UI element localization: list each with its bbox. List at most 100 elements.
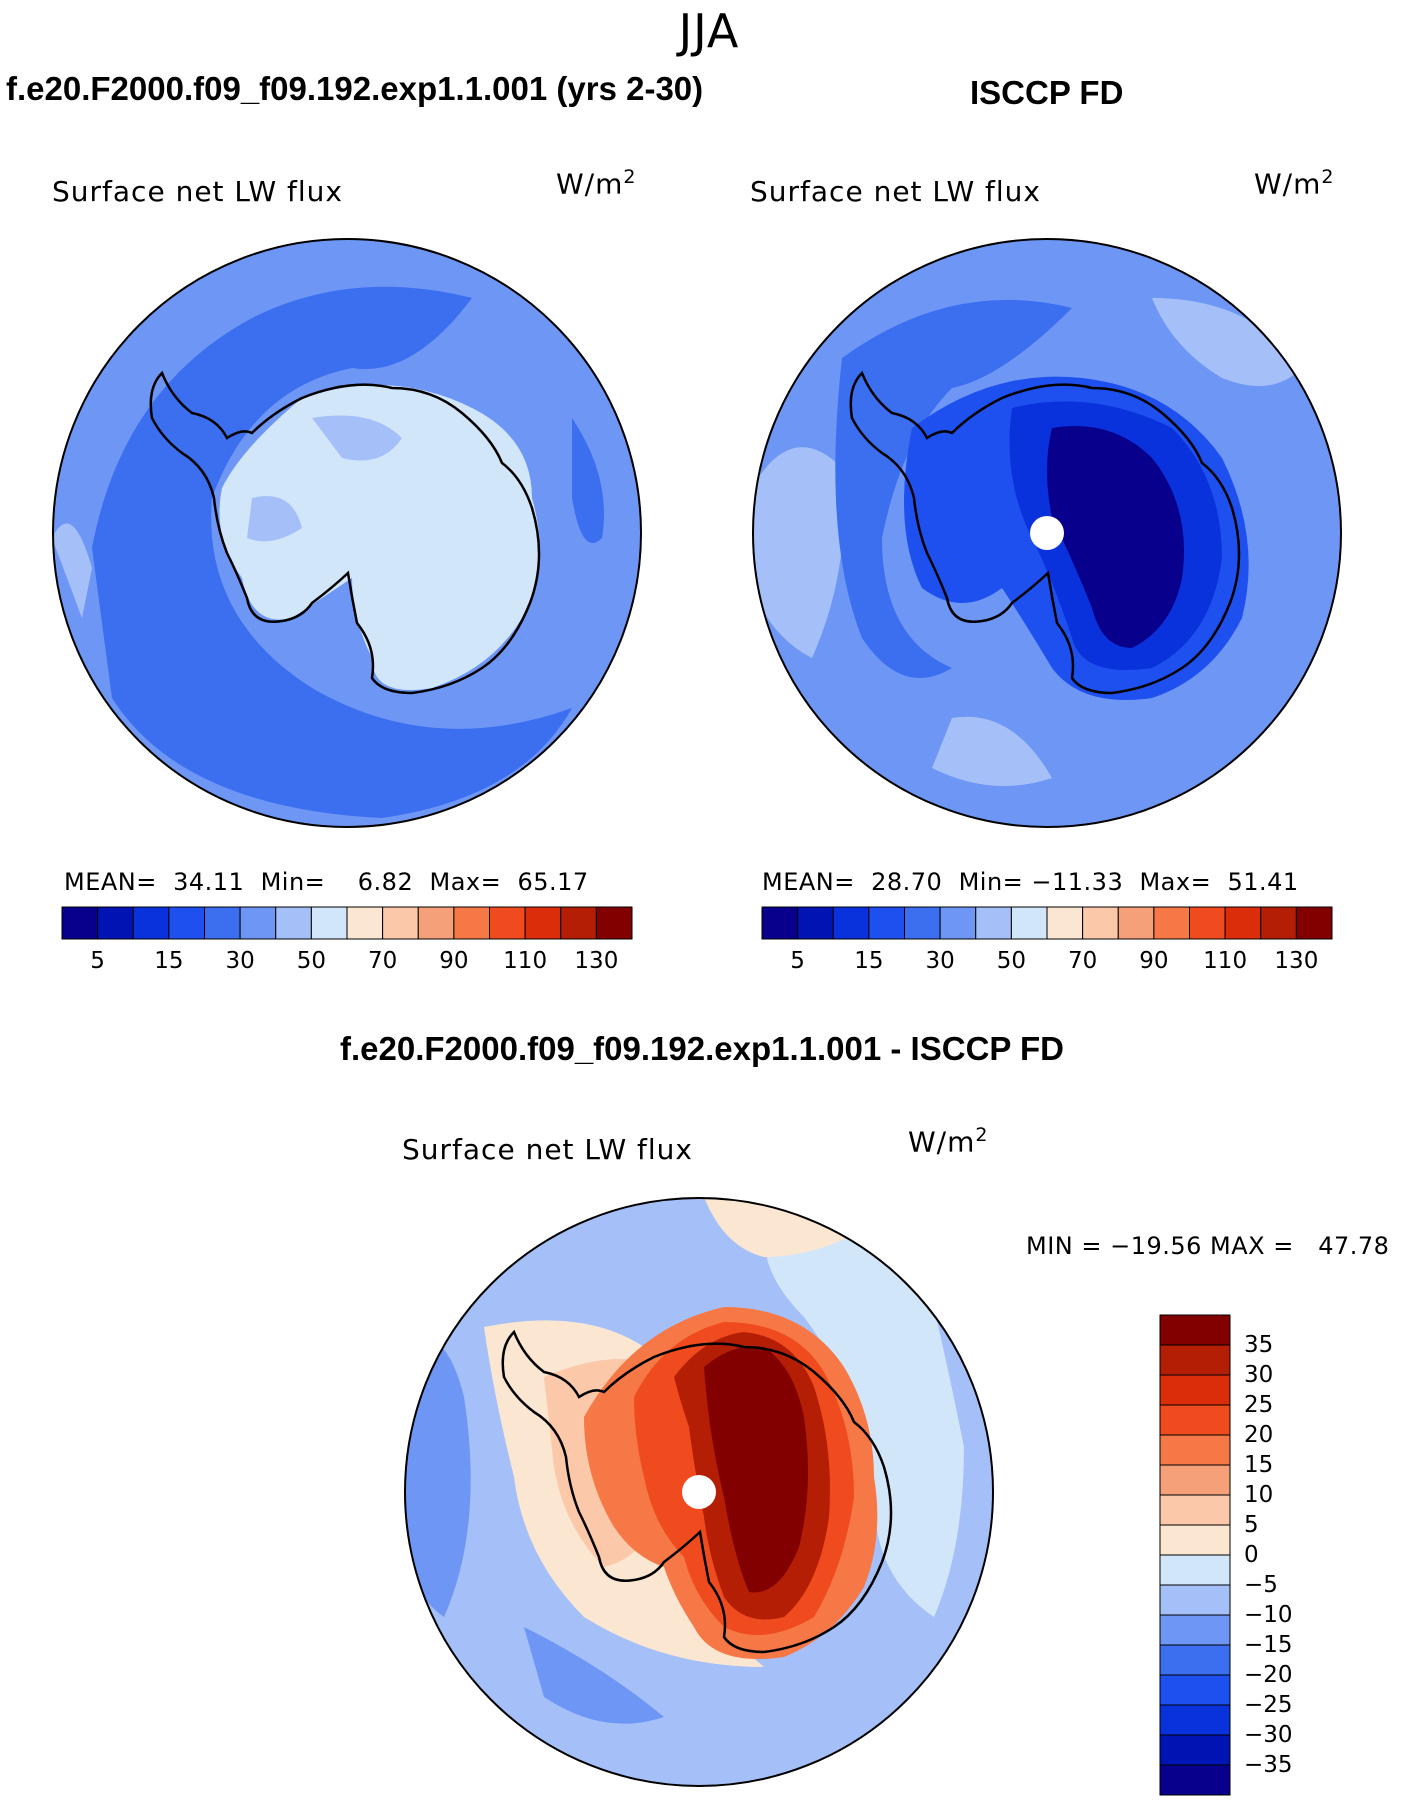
colorbar-swatch — [1159, 1734, 1231, 1766]
colorbar-tick-label: 15 — [154, 948, 184, 974]
colorbar-swatch — [1159, 1554, 1231, 1586]
colorbar-swatch — [868, 906, 905, 940]
panel3-variable-label: Surface net LW flux — [402, 1133, 693, 1166]
panel3-stats: MIN = −19.56 MAX = 47.78 — [1026, 1232, 1390, 1260]
panel2-variable-label: Surface net LW flux — [750, 175, 1041, 208]
colorbar-tick-label: 30 — [1244, 1362, 1274, 1388]
colorbar-tick-label: 50 — [296, 948, 327, 974]
colorbar-tick-label: 130 — [1274, 948, 1319, 974]
colorbar-swatch — [1260, 906, 1297, 940]
map-contour-band — [835, 299, 1072, 678]
panel2-units: W/m2 — [1254, 166, 1335, 201]
colorbar-swatch — [1159, 1314, 1231, 1346]
antarctica-coastline — [501, 1329, 893, 1654]
colorbar-swatch — [939, 906, 977, 940]
map-contour-band — [572, 418, 604, 543]
colorbar-swatch — [310, 906, 348, 940]
panel2-stats: MEAN= 28.70 Min= −11.33 Max= 51.41 — [762, 868, 1299, 896]
colorbar-tick-label: 70 — [1067, 948, 1098, 974]
colorbar-swatch — [1159, 1524, 1231, 1556]
colorbar-tick-label: 30 — [225, 948, 255, 974]
map-contour-band — [524, 1627, 664, 1724]
colorbar-tick-label: −15 — [1244, 1632, 1293, 1658]
pole-hole — [682, 1475, 716, 1509]
colorbar-swatch — [1159, 1494, 1231, 1526]
colorbar-swatch — [1159, 1404, 1231, 1436]
colorbar-swatch — [1159, 1374, 1231, 1406]
panel2-colorbar-ticks: 5 15 30 50 70 90 110 130 — [762, 948, 1332, 978]
panel3-units: W/m2 — [908, 1124, 989, 1159]
colorbar-swatch — [761, 906, 799, 940]
panel1-units: W/m2 — [556, 166, 637, 201]
colorbar-tick-label: 5 — [90, 948, 105, 974]
colorbar-swatch — [1159, 1464, 1231, 1496]
colorbar-swatch — [1224, 906, 1262, 940]
colorbar-tick-label: 110 — [503, 948, 548, 974]
map-contour-band — [53, 523, 92, 618]
colorbar-tick-label: 35 — [1244, 1332, 1274, 1358]
colorbar-tick-label: 10 — [1244, 1482, 1274, 1508]
colorbar-swatch — [524, 906, 562, 940]
colorbar-swatch — [1153, 906, 1190, 940]
map-contour-band — [312, 415, 402, 461]
colorbar-tick-label: −30 — [1244, 1722, 1293, 1748]
antarctica-fill — [219, 385, 540, 690]
colorbar-swatch — [595, 906, 633, 940]
colorbar-swatch — [489, 906, 526, 940]
colorbar-swatch — [97, 906, 134, 940]
colorbar-tick-label: 20 — [1244, 1422, 1274, 1448]
colorbar-swatch — [417, 906, 455, 940]
map-contour-band — [247, 496, 302, 542]
season-title: JJA — [678, 4, 740, 58]
colorbar-swatch — [832, 906, 870, 940]
colorbar-swatch — [1159, 1434, 1231, 1466]
colorbar-tick-label: 30 — [925, 948, 955, 974]
panel1-case-title: f.e20.F2000.f09_f09.192.exp1.1.001 (yrs … — [6, 70, 704, 107]
colorbar-swatch — [275, 906, 312, 940]
antarctica-coastline — [849, 370, 1241, 695]
colorbar-tick-label: 130 — [574, 948, 619, 974]
colorbar-tick-label: 15 — [1244, 1452, 1274, 1478]
colorbar-swatch — [239, 906, 277, 940]
colorbar-swatch — [453, 906, 490, 940]
map-contour-band — [1047, 426, 1184, 648]
map-contour-band — [704, 1346, 808, 1593]
colorbar-tick-label: 5 — [790, 948, 805, 974]
colorbar-swatch — [1159, 1644, 1231, 1676]
colorbar-swatch — [1159, 1614, 1231, 1646]
colorbar-tick-label: 5 — [1244, 1512, 1259, 1538]
colorbar-swatch — [1046, 906, 1084, 940]
colorbar-tick-label: −25 — [1244, 1692, 1293, 1718]
colorbar-swatch — [975, 906, 1012, 940]
panel1-stats: MEAN= 34.11 Min= 6.82 Max= 65.17 — [64, 868, 589, 896]
panel3-colorbar-ticks: 35 30 25 20 15 10 5 0 −5 −10 −15 −20 −25 −30 −35 — [1244, 1315, 1344, 1795]
colorbar-tick-label: 50 — [996, 948, 1027, 974]
colorbar-tick-label: −20 — [1244, 1662, 1293, 1688]
colorbar-tick-label: 90 — [439, 948, 469, 974]
panel1-colorbar-ticks: 5 15 30 50 70 90 110 130 — [62, 948, 632, 978]
colorbar-swatch — [168, 906, 205, 940]
colorbar-tick-label: 15 — [854, 948, 884, 974]
colorbar-swatch — [1159, 1764, 1231, 1796]
map-contour-band — [1152, 298, 1302, 386]
map-contour-band — [405, 1338, 471, 1617]
colorbar-swatch — [1117, 906, 1155, 940]
colorbar-tick-label: −10 — [1244, 1602, 1293, 1628]
panel2-colorbar — [761, 906, 1333, 940]
colorbar-swatch — [797, 906, 834, 940]
panel1-variable-label: Surface net LW flux — [52, 175, 343, 208]
colorbar-swatch — [1295, 906, 1333, 940]
pole-hole — [1030, 516, 1064, 550]
colorbar-swatch — [132, 906, 170, 940]
colorbar-tick-label: 25 — [1244, 1392, 1274, 1418]
colorbar-swatch — [904, 906, 941, 940]
map-contour-band — [753, 447, 844, 658]
panel2-polar-map — [752, 238, 1342, 828]
colorbar-tick-label: 90 — [1139, 948, 1169, 974]
antarctica-coastline — [149, 370, 541, 695]
colorbar-swatch — [1159, 1344, 1231, 1376]
colorbar-swatch — [1159, 1704, 1231, 1736]
colorbar-swatch — [1189, 906, 1226, 940]
map-contour-band — [932, 716, 1052, 786]
colorbar-tick-label: −35 — [1244, 1752, 1293, 1778]
